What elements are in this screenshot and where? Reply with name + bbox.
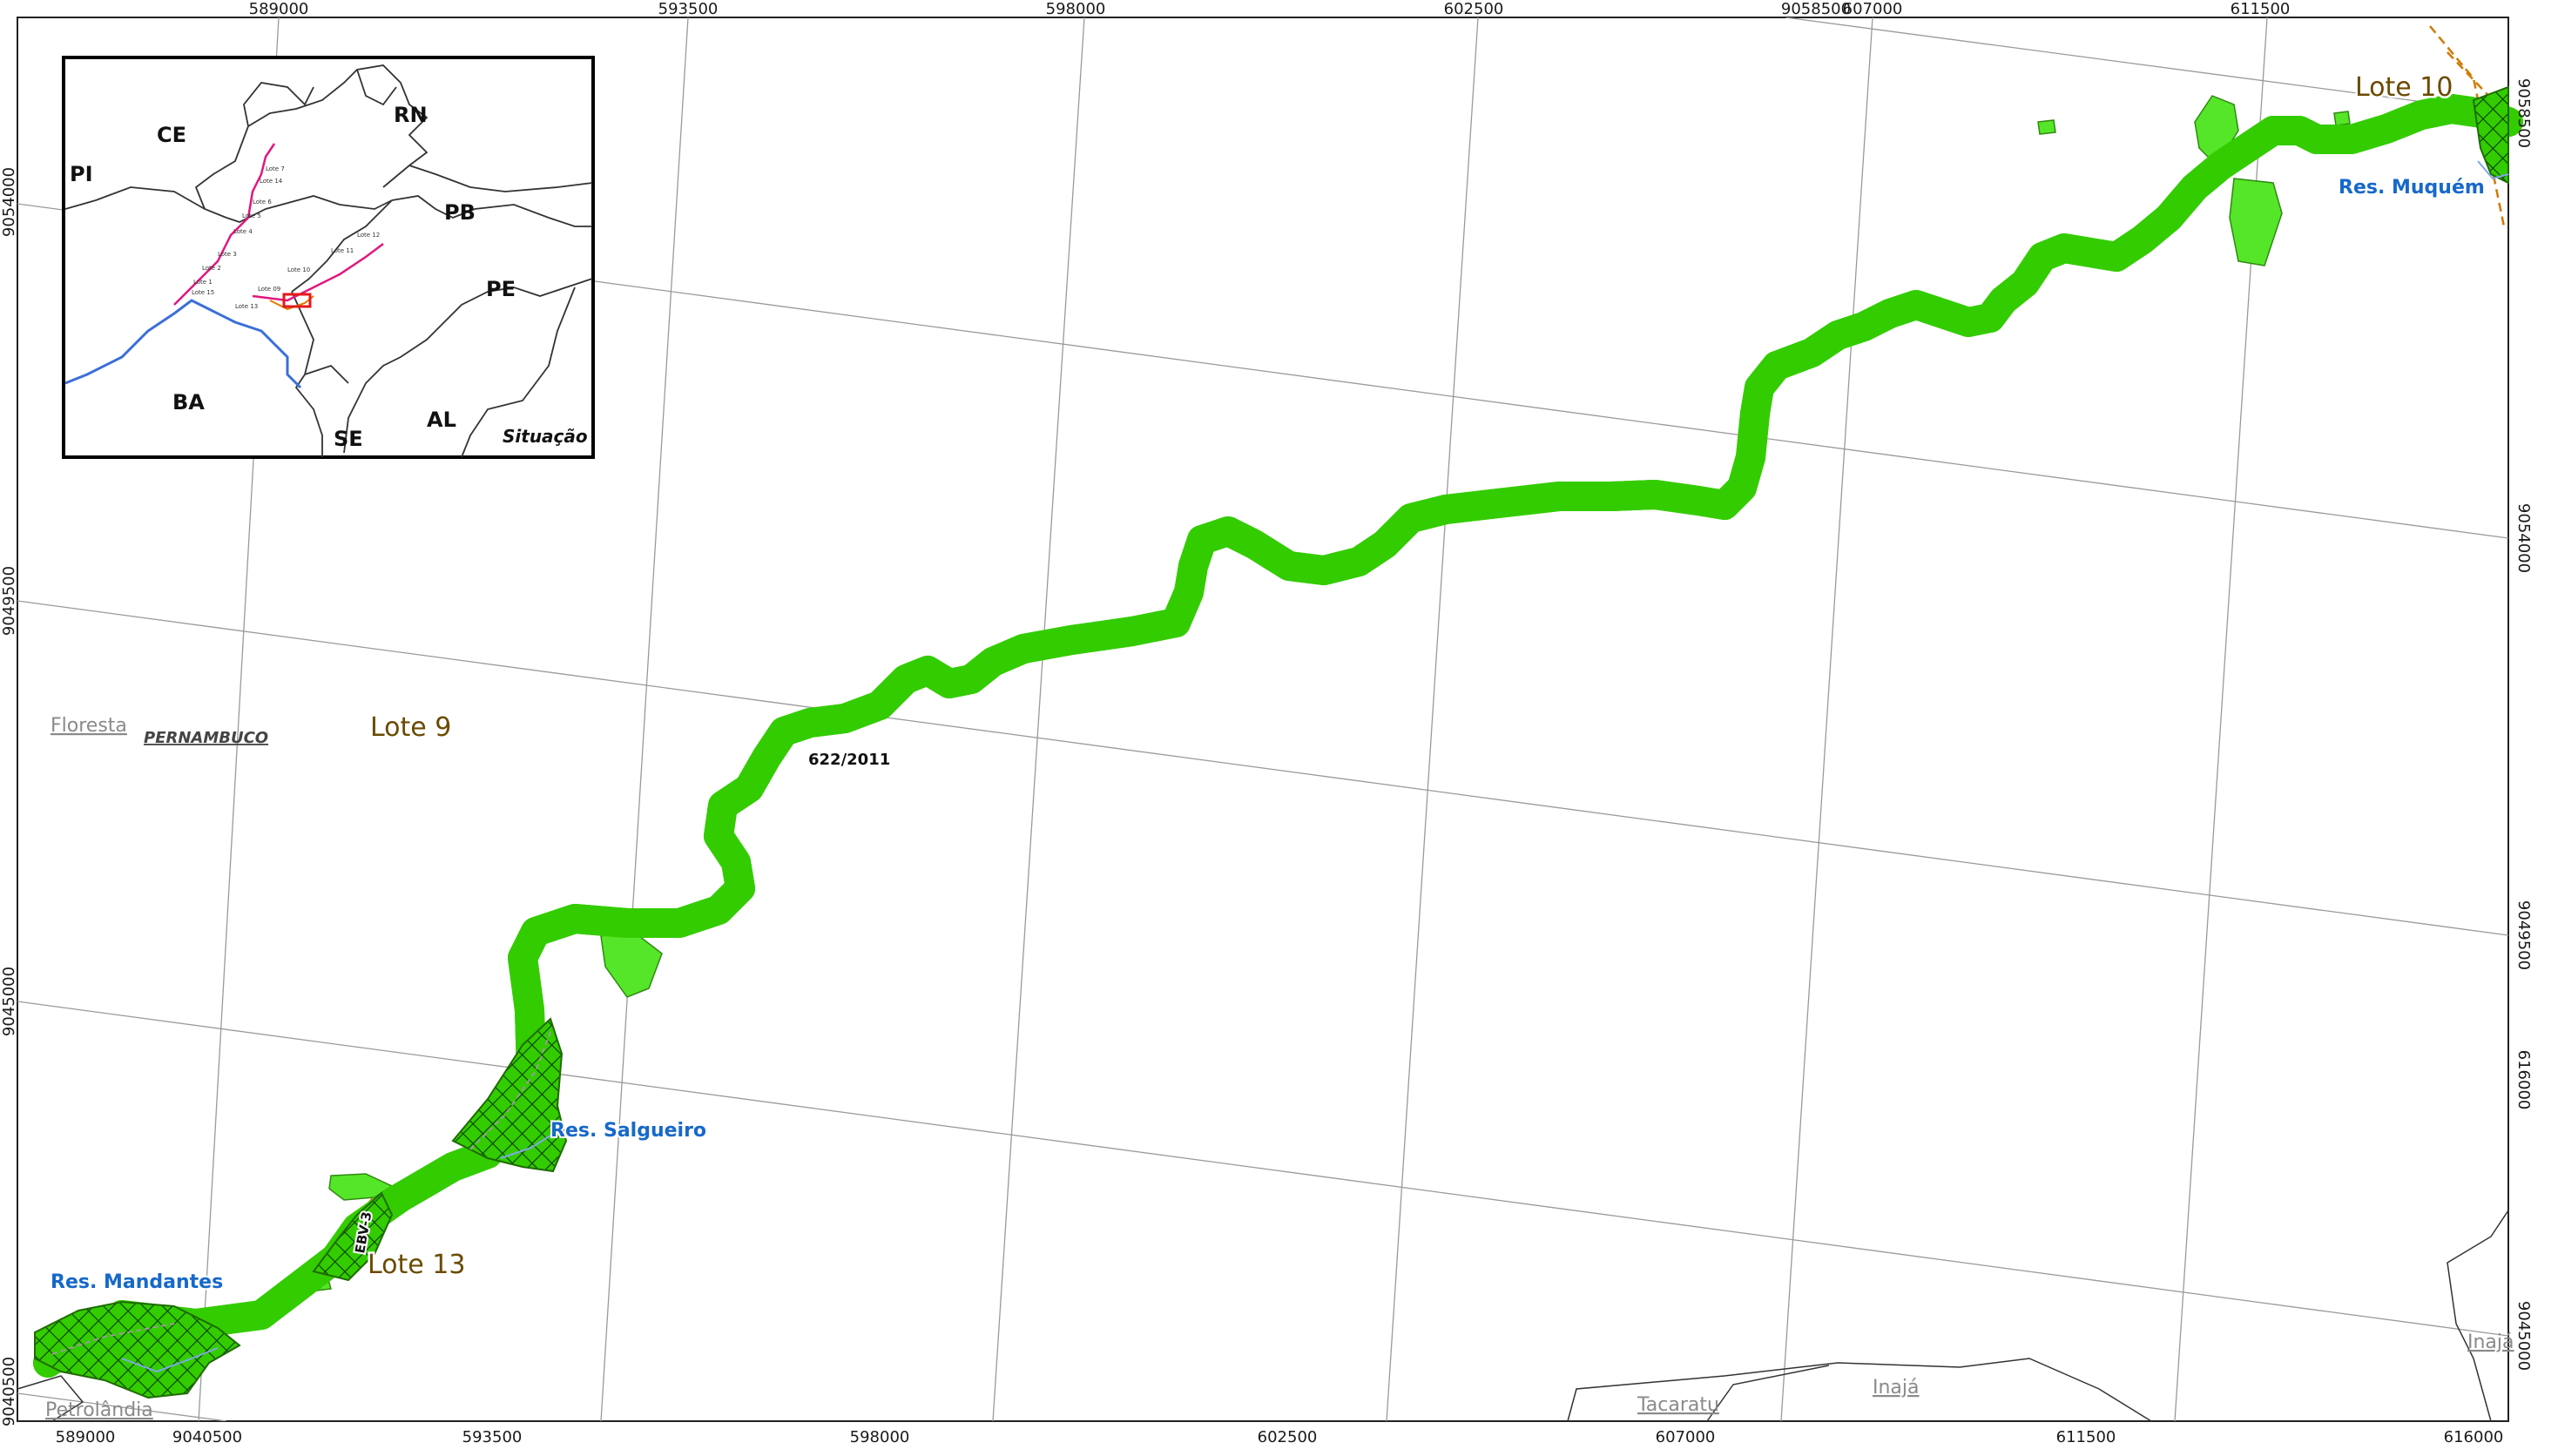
bottom-axis-labels: 589000 9040500 593500 598000 602500 6070… (56, 1428, 2504, 1446)
right-y-label-1: 9058500 (2514, 78, 2533, 148)
inset-state-pe: PE (486, 277, 516, 301)
inset-lote-11: Lote 11 (331, 247, 354, 254)
top-x-label-5: 9058500 (1781, 0, 1851, 18)
tacaratu-label: Tacaratu (1637, 1394, 1719, 1416)
right-y-label-5: 9045000 (2514, 1301, 2533, 1371)
inset-route (173, 143, 276, 306)
inset-lote-2: Lote 2 (202, 265, 221, 272)
inset-lote-4: Lote 4 (233, 228, 253, 235)
inset-lote-3: Lote 3 (218, 251, 237, 258)
inset-title: Situação (503, 426, 588, 447)
top-x-label-1: 589000 (249, 0, 309, 18)
left-y-label-3: 9045000 (0, 967, 18, 1036)
inset-state-rn: RN (394, 103, 428, 127)
inset-lote-15: Lote 15 (192, 289, 214, 296)
lote-10-boundary (2429, 25, 2509, 227)
bottom-x-label-6: 607000 (1656, 1428, 1716, 1446)
reservoir-shorelines (121, 160, 2509, 1373)
inset-state-ba: BA (172, 390, 205, 415)
lote-13-area (312, 1191, 394, 1282)
res-muquem-label: Res. Muquém (2339, 177, 2485, 199)
res-muquem-area (2472, 85, 2509, 185)
map-labels: Lote 9 Lote 10 Lote 13 Res. Mandantes Re… (45, 71, 2514, 1422)
inaja-label-2: Inajá (2467, 1331, 2514, 1353)
bottom-x-label-4: 598000 (850, 1428, 910, 1446)
inset-state-pb: PB (444, 200, 476, 225)
top-x-label-7: 611500 (2231, 0, 2291, 18)
res-mandantes-label: Res. Mandantes (51, 1271, 223, 1293)
inset-lote-12: Lote 12 (357, 232, 380, 239)
left-y-label-2: 9049500 (0, 566, 18, 636)
inset-lote-14: Lote 14 (260, 178, 283, 185)
inset-lote-10: Lote 10 (287, 266, 310, 273)
inset-state-ce: CE (157, 123, 186, 147)
reservoir-areas (34, 85, 2509, 1399)
top-x-label-2: 593500 (658, 0, 719, 18)
inset-map: PI CE RN PB PE BA SE AL Lote 7 Lote 14 L… (62, 56, 595, 459)
bottom-x-label-2: 9040500 (172, 1428, 242, 1446)
floresta-label: Floresta (51, 715, 127, 737)
left-y-label-1: 9054000 (0, 167, 18, 237)
top-x-label-6: 607000 (1843, 0, 1903, 18)
inset-lote-5: Lote 5 (242, 212, 261, 219)
inaja-label-1: Inajá (1873, 1377, 1920, 1399)
inset-state-pi: PI (70, 162, 93, 186)
inset-river (64, 299, 302, 389)
right-axis-labels: 9058500 9054000 9049500 616000 9045000 (2514, 78, 2533, 1371)
inset-state-al: AL (427, 408, 456, 432)
inset-state-se: SE (334, 427, 363, 451)
right-y-label-4: 616000 (2514, 1050, 2533, 1110)
municipal-boundaries (17, 1210, 2509, 1422)
left-axis-labels: 9054000 9049500 9045000 9040500 (0, 167, 18, 1426)
lote-10-label: Lote 10 (2355, 72, 2453, 103)
bottom-x-label-8: 616000 (2444, 1428, 2504, 1446)
top-x-label-4: 602500 (1444, 0, 1504, 18)
bottom-x-label-5: 602500 (1258, 1428, 1318, 1446)
right-y-label-3: 9049500 (2514, 900, 2533, 970)
petrolandia-label: Petrolândia (45, 1399, 153, 1421)
lote-9-label: Lote 9 (370, 712, 451, 743)
top-axis-labels: 589000 593500 598000 602500 9058500 6070… (249, 0, 2291, 18)
route-code-label: 622/2011 (808, 751, 890, 769)
left-y-label-4: 9040500 (0, 1357, 18, 1426)
res-mandantes-area (34, 1300, 241, 1399)
canal-corridor (33, 94, 2523, 1378)
inset-lote-6: Lote 6 (253, 199, 272, 206)
inset-lote-09: Lote 09 (258, 286, 280, 293)
canal-centerline (51, 1031, 551, 1355)
bottom-x-label-7: 611500 (2056, 1428, 2116, 1446)
right-y-label-2: 9054000 (2514, 503, 2533, 573)
res-salgueiro-label: Res. Salgueiro (550, 1120, 706, 1142)
pernambuco-label: PERNAMBUCO (144, 729, 268, 747)
inset-lote-1: Lote 1 (193, 279, 213, 286)
inset-focus-frame (282, 293, 312, 308)
inset-lote-13: Lote 13 (235, 303, 258, 310)
lote-13-label: Lote 13 (368, 1250, 465, 1280)
inset-lote-7: Lote 7 (266, 165, 285, 172)
bottom-x-label-1: 589000 (56, 1428, 116, 1446)
res-salgueiro-area (451, 1017, 568, 1173)
top-x-label-3: 598000 (1046, 0, 1106, 18)
bottom-x-label-3: 593500 (462, 1428, 523, 1446)
